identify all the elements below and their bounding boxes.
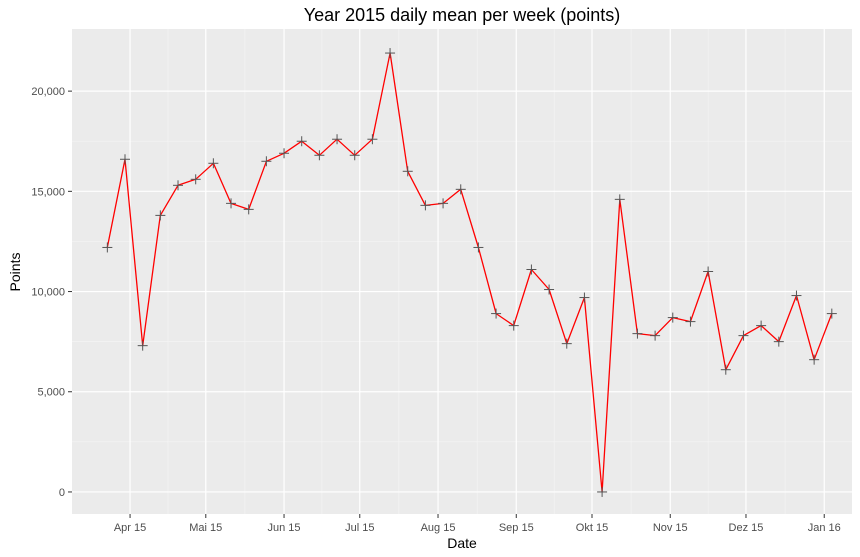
data-point	[314, 150, 325, 161]
data-point	[279, 148, 290, 159]
data-point	[243, 204, 254, 215]
data-point	[508, 320, 519, 331]
data-point	[597, 486, 608, 497]
data-point	[332, 134, 343, 145]
data-point	[137, 340, 148, 351]
data-point	[791, 290, 802, 301]
data-point	[667, 312, 678, 323]
data-point	[226, 198, 237, 209]
data-point	[349, 150, 360, 161]
data-point	[685, 316, 696, 327]
y-tick-label: 10,000	[31, 287, 65, 299]
y-axis-title: Points	[7, 253, 23, 292]
data-point	[420, 200, 431, 211]
data-point	[402, 166, 413, 177]
data-point	[738, 330, 749, 341]
data-point	[703, 266, 714, 277]
y-axis: 0 5,000 10,000 15,000 20,000	[31, 86, 72, 499]
data-point	[632, 328, 643, 339]
points-layer	[102, 48, 837, 497]
x-tick-label: Apr 15	[114, 522, 146, 534]
x-axis-title: Date	[447, 535, 477, 551]
data-point	[367, 134, 378, 145]
x-tick-label: Sep 15	[499, 522, 534, 534]
y-tick-label: 15,000	[31, 186, 65, 198]
data-point	[809, 354, 820, 365]
data-point	[544, 284, 555, 295]
data-point	[102, 242, 113, 253]
data-point	[455, 184, 466, 195]
x-tick-label: Okt 15	[576, 522, 608, 534]
data-point	[385, 48, 396, 59]
x-tick-label: Dez 15	[729, 522, 764, 534]
data-point	[614, 194, 625, 205]
x-tick-label: Jul 15	[345, 522, 374, 534]
data-point	[438, 198, 449, 209]
x-tick-label: Nov 15	[653, 522, 688, 534]
x-tick-label: Aug 15	[421, 522, 456, 534]
data-point	[173, 180, 184, 191]
x-tick-label: Jan 16	[808, 522, 841, 534]
data-point	[473, 242, 484, 253]
data-point	[491, 308, 502, 319]
data-point	[296, 136, 307, 147]
x-tick-label: Jun 15	[268, 522, 301, 534]
chart-title: Year 2015 daily mean per week (points)	[304, 5, 621, 25]
major-gridlines	[72, 29, 852, 514]
data-point	[208, 158, 219, 169]
x-tick-label: Mai 15	[189, 522, 222, 534]
series-line	[106, 52, 833, 493]
plot-panel	[72, 29, 852, 514]
y-tick-label: 5,000	[37, 387, 65, 399]
data-point	[579, 292, 590, 303]
data-point	[526, 264, 537, 275]
data-point	[155, 210, 166, 221]
data-point	[561, 338, 572, 349]
data-point	[720, 364, 731, 375]
data-point	[190, 174, 201, 185]
series-layer	[106, 52, 833, 493]
data-point	[120, 154, 131, 165]
y-tick-label: 0	[59, 487, 65, 499]
data-point	[261, 156, 272, 167]
y-tick-label: 20,000	[31, 86, 65, 98]
data-point	[756, 320, 767, 331]
data-point	[773, 336, 784, 347]
data-point	[650, 330, 661, 341]
x-axis: Apr 15 Mai 15 Jun 15 Jul 15 Aug 15 Sep 15 Okt …	[114, 514, 841, 534]
data-point	[826, 308, 837, 319]
